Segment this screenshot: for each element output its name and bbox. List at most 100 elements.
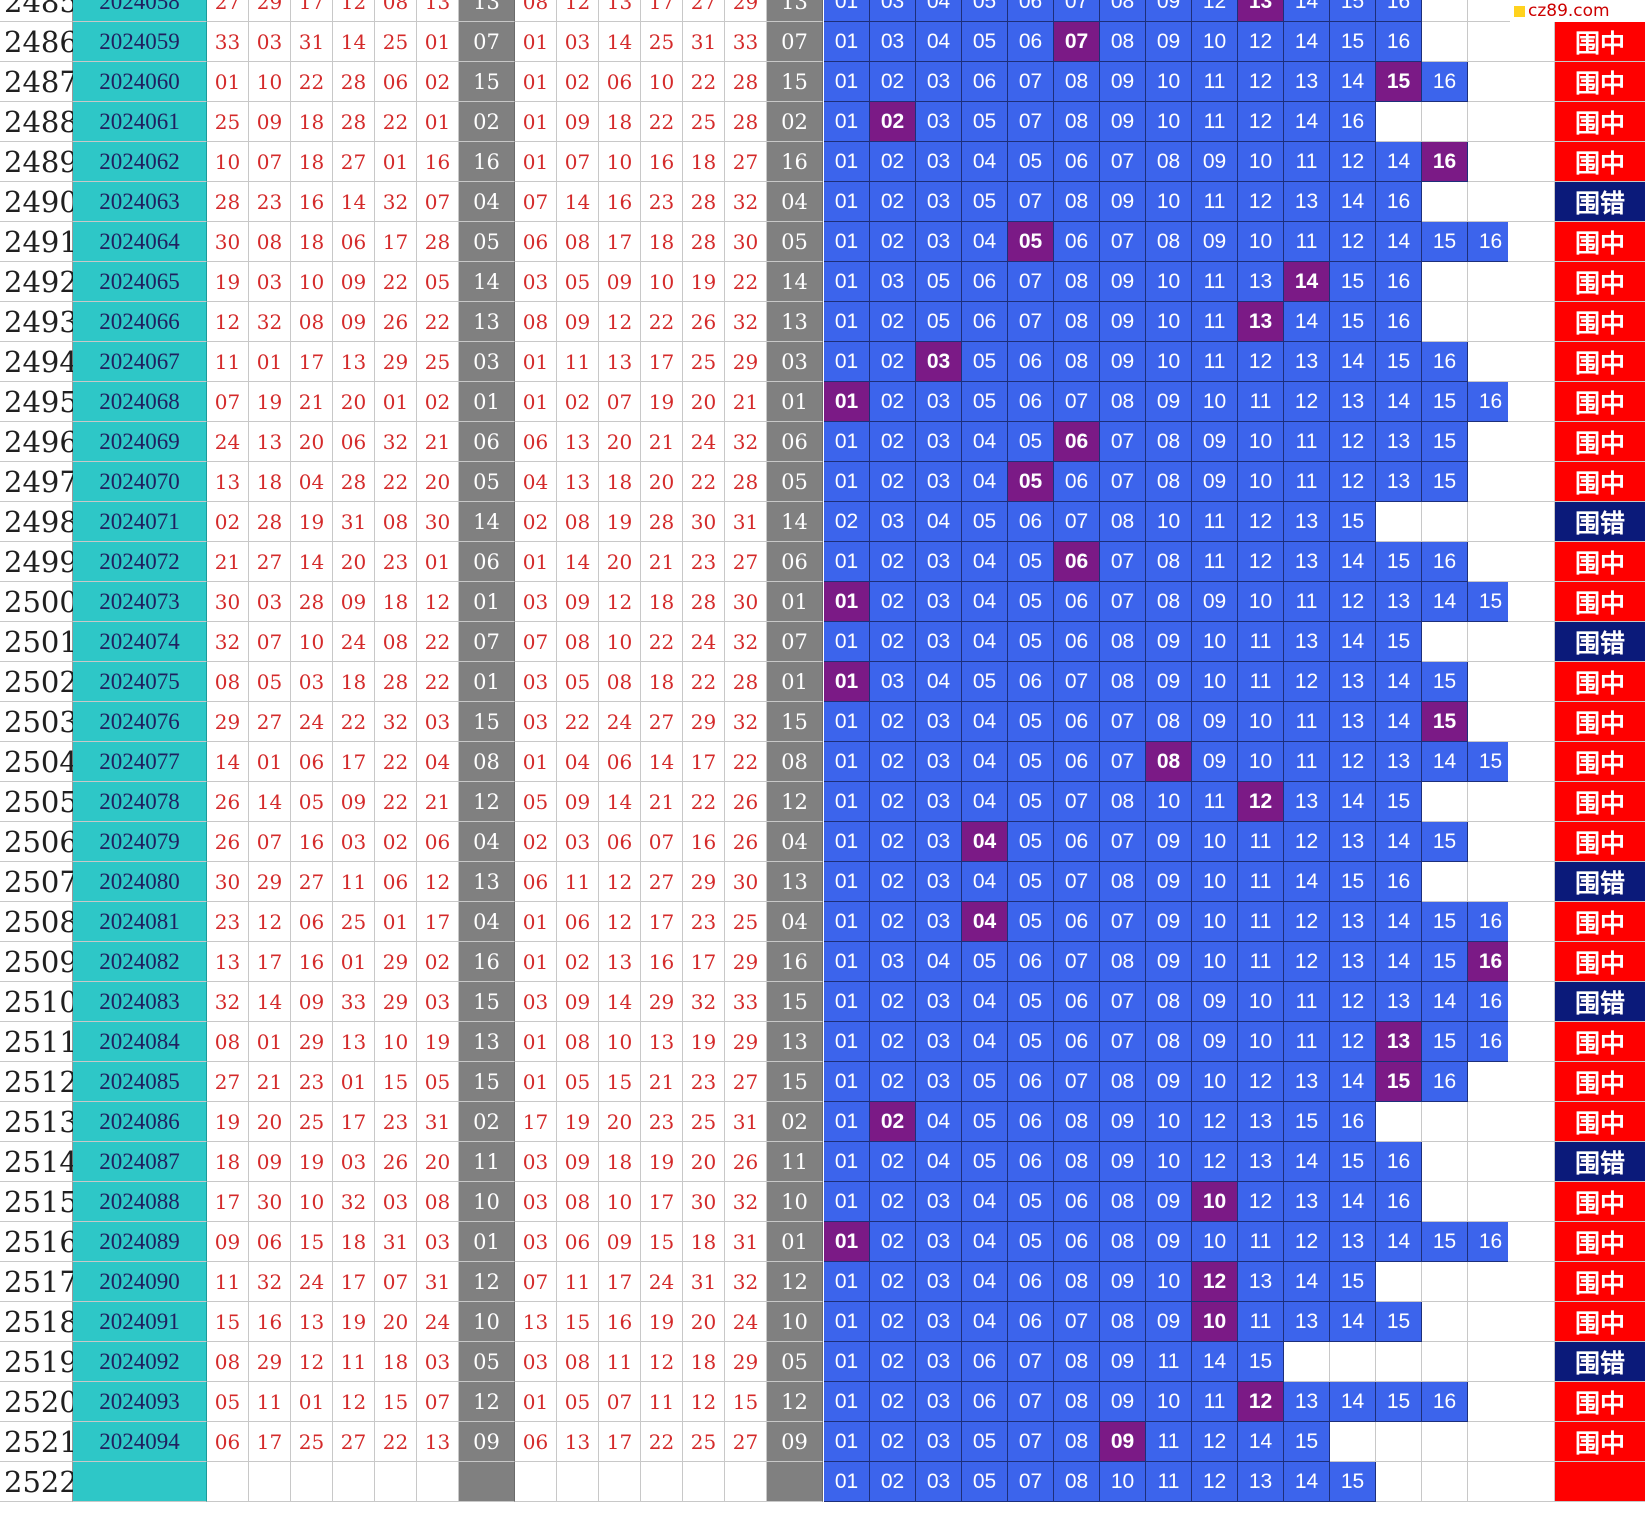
status-badge: 围中: [1555, 142, 1645, 182]
candidate-number: 08: [1146, 1022, 1192, 1062]
spacer-cell: [1508, 1302, 1555, 1342]
draw-number: 23: [375, 1102, 417, 1142]
empty-cell: [1422, 182, 1468, 222]
candidate-number: 06: [1054, 222, 1100, 262]
table-row: 2496 2024069 24 13 20 06 32 21 06 06 13 20 21 24 32 06 0…: [0, 422, 1645, 462]
candidate-number: 01: [824, 782, 870, 822]
candidate-number: 07: [1100, 1022, 1146, 1062]
special-number-repeat: 10: [767, 1302, 823, 1342]
status-badge: 围中: [1555, 262, 1645, 302]
status-badge: 围中: [1555, 22, 1645, 62]
spacer-cell: [1508, 62, 1555, 102]
candidate-number: 13: [1284, 1302, 1330, 1342]
candidate-number: 03: [916, 1262, 962, 1302]
candidate-number: 09: [1146, 382, 1192, 422]
draw-number: 25: [291, 1102, 333, 1142]
candidate-number: 08: [1100, 1062, 1146, 1102]
candidate-number: 03: [916, 1382, 962, 1422]
sorted-number: [557, 1462, 599, 1502]
candidate-number: 07: [1008, 302, 1054, 342]
candidate-number: 11: [1146, 1462, 1192, 1502]
row-number: 2510: [0, 982, 78, 1022]
draw-number: 20: [417, 462, 459, 502]
draw-number: 12: [333, 1382, 375, 1422]
candidate-number: 14: [1330, 1382, 1376, 1422]
sorted-number: 22: [641, 1422, 683, 1462]
candidate-number: 01: [824, 462, 870, 502]
sorted-number: 07: [599, 382, 641, 422]
sorted-number: 24: [683, 622, 725, 662]
candidate-number: 04: [962, 742, 1008, 782]
empty-cell: [1468, 782, 1514, 822]
hit-number: 16: [1422, 142, 1468, 182]
candidate-number: 13: [1284, 1382, 1330, 1422]
candidate-number: 04: [962, 1302, 1008, 1342]
candidate-number: 05: [1008, 782, 1054, 822]
candidate-number: 15: [1422, 822, 1468, 862]
candidate-number: 03: [870, 942, 916, 982]
candidate-number: 09: [1192, 462, 1238, 502]
status-badge: 围中: [1555, 1302, 1645, 1342]
empty-cell: [1468, 422, 1514, 462]
draw-number: 08: [249, 222, 291, 262]
candidate-number: 09: [1146, 1062, 1192, 1102]
candidate-number: 01: [824, 102, 870, 142]
table-row: 2515 2024088 17 30 10 32 03 08 10 03 08 10 17 30 32 10 0…: [0, 1182, 1645, 1222]
special-number-repeat: 12: [767, 1382, 823, 1422]
draw-number: 12: [333, 0, 375, 22]
sorted-number: 19: [557, 1102, 599, 1142]
sorted-number: 22: [641, 102, 683, 142]
status-badge: 围中: [1555, 1062, 1645, 1102]
candidate-number: 10: [1146, 782, 1192, 822]
candidate-number: 10: [1238, 702, 1284, 742]
candidate-number: 14: [1422, 982, 1468, 1022]
candidate-number: 10: [1146, 182, 1192, 222]
row-number: 2489: [0, 142, 78, 182]
hit-number: 01: [824, 582, 870, 622]
draw-number: 01: [249, 342, 291, 382]
spacer-cell: [1508, 1182, 1555, 1222]
special-number-repeat: 01: [767, 382, 823, 422]
spacer-cell: [1508, 262, 1555, 302]
candidate-number: 01: [824, 542, 870, 582]
candidate-number: 04: [916, 1142, 962, 1182]
special-number-repeat: 16: [767, 142, 823, 182]
candidate-number: 14: [1284, 22, 1330, 62]
candidate-number: 05: [962, 22, 1008, 62]
candidate-number: 08: [1100, 782, 1146, 822]
sorted-number: 17: [683, 742, 725, 782]
draw-number: 24: [207, 422, 249, 462]
candidate-number: 06: [1054, 1022, 1100, 1062]
empty-cell: [1376, 1262, 1422, 1302]
candidate-number: 05: [962, 342, 1008, 382]
status-badge: 围中: [1555, 942, 1645, 982]
table-row: 2485 2024058 27 29 17 12 08 13 13 08 12 13 17 27 29 13 0…: [0, 0, 1645, 22]
candidate-number: 08: [1146, 542, 1192, 582]
candidate-number: 02: [870, 222, 916, 262]
spacer-cell: [1508, 702, 1555, 742]
table-row: 2489 2024062 10 07 18 27 01 16 16 01 07 10 16 18 27 16 0…: [0, 142, 1645, 182]
status-badge: 围错: [1555, 1342, 1645, 1382]
candidate-number: 03: [870, 0, 916, 22]
candidate-number: 06: [1008, 1062, 1054, 1102]
draw-number: 05: [291, 782, 333, 822]
empty-cell: [1468, 702, 1514, 742]
special-number-repeat: 01: [767, 1222, 823, 1262]
sorted-number: 03: [515, 1222, 557, 1262]
sorted-number: 18: [641, 662, 683, 702]
candidate-number: 02: [870, 702, 916, 742]
empty-cell: [1330, 1342, 1376, 1382]
issue-number: 2024084: [73, 1022, 207, 1062]
draw-number: 33: [333, 982, 375, 1022]
sorted-number: 33: [725, 982, 767, 1022]
candidate-number: 02: [870, 862, 916, 902]
draw-number: 17: [291, 0, 333, 22]
candidate-number: 05: [1008, 702, 1054, 742]
sorted-number: 28: [683, 222, 725, 262]
sorted-number: 05: [557, 662, 599, 702]
sorted-number: 20: [683, 1302, 725, 1342]
draw-number: 17: [375, 222, 417, 262]
sorted-number: 07: [557, 142, 599, 182]
sorted-number: 07: [515, 182, 557, 222]
sorted-number: 01: [515, 1382, 557, 1422]
